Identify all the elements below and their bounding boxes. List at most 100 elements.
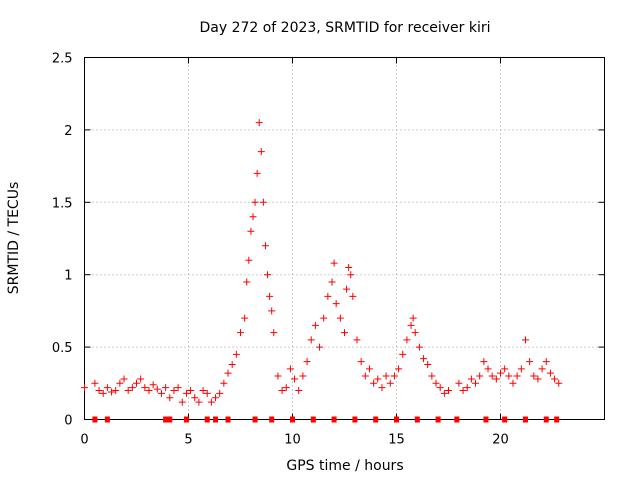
data-point <box>299 372 307 380</box>
outage-marker <box>252 416 258 423</box>
data-point <box>133 379 140 387</box>
outage-marker <box>414 416 420 423</box>
plot-frame <box>84 57 605 420</box>
data-point <box>149 381 157 389</box>
outage-marker <box>92 416 98 423</box>
outage-marker <box>310 416 316 423</box>
data-point <box>336 314 344 322</box>
data-point <box>365 365 373 373</box>
data-point <box>445 387 452 395</box>
y-tick-labels: 0 0.5 1 1.5 2 2.5 <box>52 52 73 429</box>
data-point <box>349 292 357 300</box>
data-point <box>467 375 475 383</box>
y-tick-label: 2.5 <box>52 52 73 67</box>
data-point <box>347 271 355 279</box>
data-point <box>513 372 521 380</box>
data-point <box>270 329 278 337</box>
data-point <box>166 394 174 402</box>
data-point <box>403 336 411 344</box>
data-point <box>137 375 145 383</box>
data-point <box>303 358 311 366</box>
data-point <box>332 300 340 308</box>
data-point <box>546 369 554 377</box>
data-point <box>253 169 261 177</box>
data-point <box>455 379 463 387</box>
data-point <box>278 387 286 395</box>
data-point <box>232 350 240 358</box>
axis-ticks <box>84 57 605 420</box>
data-point <box>505 372 513 380</box>
data-point <box>386 379 394 387</box>
data-point <box>311 321 319 329</box>
x-tick-label: 20 <box>492 433 509 448</box>
data-point <box>241 314 249 322</box>
data-point <box>268 307 276 315</box>
outage-marker <box>502 416 508 423</box>
data-point <box>324 292 332 300</box>
outage-marker <box>331 416 337 423</box>
data-point <box>328 278 336 286</box>
data-point <box>291 375 299 383</box>
data-point <box>145 387 153 395</box>
data-point <box>95 387 103 395</box>
data-points <box>81 119 563 406</box>
data-point <box>432 379 440 387</box>
outage-marker <box>290 416 295 423</box>
data-point <box>497 369 504 377</box>
data-point <box>162 384 170 392</box>
data-point <box>103 384 111 392</box>
data-point <box>436 384 444 392</box>
data-point <box>530 372 538 380</box>
data-point <box>245 256 253 264</box>
data-point <box>509 379 517 387</box>
data-point <box>357 358 365 366</box>
data-point <box>415 343 423 351</box>
data-point <box>255 119 263 127</box>
data-point <box>220 379 228 387</box>
data-point <box>374 375 382 383</box>
outage-marker <box>163 416 169 423</box>
data-point <box>501 365 509 373</box>
data-point <box>212 394 220 402</box>
data-point <box>345 263 353 271</box>
data-point <box>316 343 324 351</box>
data-point <box>112 387 120 395</box>
outage-marker <box>522 416 528 423</box>
data-point <box>424 360 432 368</box>
y-tick-label: 0 <box>64 414 72 429</box>
data-point <box>120 375 128 383</box>
data-point <box>282 384 290 392</box>
data-point <box>476 372 484 380</box>
data-point <box>307 336 315 344</box>
data-point <box>259 198 267 206</box>
data-point <box>266 292 274 300</box>
data-point <box>534 375 542 383</box>
x-axis-label: GPS time / hours <box>286 458 403 474</box>
x-tick-labels: 0 5 10 15 20 <box>80 433 508 448</box>
data-point <box>199 387 207 395</box>
data-point <box>542 358 550 366</box>
outage-marker <box>269 416 275 423</box>
data-point <box>153 385 161 393</box>
data-point <box>174 384 182 392</box>
data-point <box>191 394 199 402</box>
outage-marker <box>104 416 110 423</box>
x-tick-label: 10 <box>284 433 301 448</box>
data-point <box>378 384 386 392</box>
data-point <box>116 379 124 387</box>
data-point <box>251 198 259 206</box>
y-tick-label: 1.5 <box>52 196 73 211</box>
data-point <box>128 384 136 392</box>
data-point <box>81 384 88 392</box>
outage-markers <box>92 416 560 423</box>
data-point <box>361 372 369 380</box>
data-point <box>108 388 116 396</box>
data-point <box>228 360 236 368</box>
data-point <box>124 387 132 395</box>
data-point <box>141 384 149 392</box>
outage-marker <box>183 416 189 423</box>
x-tick-label: 0 <box>80 433 88 448</box>
data-point <box>521 336 529 344</box>
data-point <box>203 389 211 397</box>
